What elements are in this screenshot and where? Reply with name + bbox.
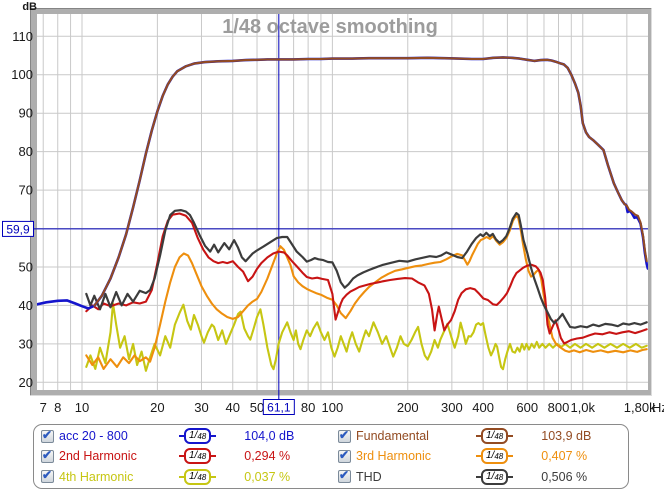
y-axis-unit-label: dB — [22, 1, 37, 13]
check-icon: ✔ — [42, 468, 53, 483]
x-axis-tick-label: 40 — [226, 400, 240, 415]
legend-value: 0,506 % — [541, 469, 588, 484]
legend-row-thd: ✔ THD 1/48 0,506 % — [331, 467, 628, 487]
checkbox-acc[interactable]: ✔ — [41, 427, 54, 443]
trace-style-badge[interactable]: 1/48 — [179, 468, 217, 485]
cursor-freq-readout-box — [262, 399, 295, 415]
x-axis-tick-label: 30 — [194, 400, 208, 415]
checkbox-3rd-harmonic[interactable]: ✔ — [338, 447, 351, 463]
cursor-level-readout-box — [2, 220, 34, 237]
x-axis-tick-label: 800 — [548, 400, 570, 415]
x-axis-tick-label: 20 — [150, 400, 164, 415]
check-icon: ✔ — [339, 427, 350, 442]
legend-value: 0,407 % — [541, 449, 588, 464]
legend-row-acc: ✔ acc 20 - 800 1/48 104,0 dB — [34, 426, 331, 446]
x-axis-tick-label: 8 — [54, 400, 61, 415]
x-axis-tick-label: 1,80k — [624, 400, 656, 415]
legend-row-3rd-harmonic: ✔ 3rd Harmonic 1/48 0,407 % — [331, 446, 628, 466]
y-axis-tick-label: 110 — [12, 29, 33, 44]
y-axis-tick-label: 20 — [19, 375, 33, 390]
x-axis-tick-label: 7 — [40, 400, 47, 415]
y-axis-tick-label: 100 — [11, 67, 33, 82]
trace-2nd-harmonic — [85, 212, 648, 345]
x-axis-tick-label: 10 — [75, 400, 89, 415]
checkbox-2nd-harmonic[interactable]: ✔ — [41, 447, 54, 463]
x-axis-tick-label: 200 — [397, 400, 419, 415]
y-axis-tick-label: 40 — [19, 298, 33, 313]
x-axis-tick-label: 50 — [250, 400, 264, 415]
x-axis-tick-label: 300 — [441, 400, 463, 415]
legend-value: 0,037 % — [244, 469, 291, 484]
x-axis-tick-label: 600 — [516, 400, 538, 415]
legend-row-4th-harmonic: ✔ 4th Harmonic 1/48 0,037 % — [34, 467, 331, 487]
y-axis-tick-label: 70 — [19, 183, 33, 198]
y-axis-tick-label: 50 — [19, 259, 33, 274]
trace-3rd-harmonic — [85, 214, 648, 370]
legend-row-2nd-harmonic: ✔ 2nd Harmonic 1/48 0,294 % — [34, 446, 331, 466]
y-axis-tick-label: 30 — [19, 336, 33, 351]
trace-fundamental — [93, 56, 648, 307]
x-axis-tick-label: 1,0k — [570, 400, 595, 415]
legend-label: THD — [356, 469, 382, 484]
trace-thd — [85, 209, 648, 329]
y-axis-tick-label: 80 — [19, 144, 33, 159]
x-axis-tick-label: 80 — [301, 400, 315, 415]
legend-label: acc 20 - 800 — [59, 429, 128, 444]
legend-label: 4th Harmonic — [59, 469, 134, 484]
legend-panel: ✔ acc 20 - 800 1/48 104,0 dB ✔ Fundament… — [33, 424, 629, 489]
frame-bevel-dark — [30, 8, 652, 396]
legend-label: 2nd Harmonic — [59, 449, 137, 464]
trace-style-badge[interactable]: 1/48 — [179, 428, 217, 445]
trace-style-badge[interactable]: 1/48 — [476, 428, 514, 445]
cursor-freq-readout: 61,1 — [267, 401, 291, 415]
plot-area[interactable] — [37, 14, 648, 390]
legend-row-fundamental: ✔ Fundamental 1/48 103,9 dB — [331, 426, 628, 446]
cursor-level-readout: 59,9 — [6, 222, 30, 236]
trace-4th-harmonic — [85, 302, 648, 372]
trace-style-badge[interactable]: 1/48 — [476, 468, 514, 485]
x-axis-tick-label: 100 — [322, 400, 344, 415]
chart-title: 1/48 octave smoothing — [222, 16, 438, 38]
frame-bevel-light — [30, 8, 652, 396]
check-icon: ✔ — [42, 427, 53, 442]
checkbox-thd[interactable]: ✔ — [338, 468, 351, 484]
legend-label: 3rd Harmonic — [356, 449, 432, 464]
legend-value: 103,9 dB — [541, 429, 592, 444]
checkbox-4th-harmonic[interactable]: ✔ — [41, 468, 54, 484]
check-icon: ✔ — [42, 447, 53, 462]
frequency-response-chart: 110 100 90 80 70 50 40 30 20 7 8 10 20 30 40 50 80 100 200… — [2, 1, 664, 415]
legend-value: 104,0 dB — [244, 429, 295, 444]
checkbox-fundamental[interactable]: ✔ — [338, 427, 351, 443]
legend-label: Fundamental — [356, 429, 429, 444]
trace-style-badge[interactable]: 1/48 — [476, 448, 514, 465]
y-axis-tick-label: 90 — [19, 106, 33, 121]
x-axis-tick-label: 400 — [472, 400, 494, 415]
trace-style-badge[interactable]: 1/48 — [179, 448, 217, 465]
x-axis-unit-label: Hz — [652, 400, 664, 415]
check-icon: ✔ — [339, 468, 350, 483]
check-icon: ✔ — [339, 447, 350, 462]
legend-value: 0,294 % — [244, 449, 291, 464]
